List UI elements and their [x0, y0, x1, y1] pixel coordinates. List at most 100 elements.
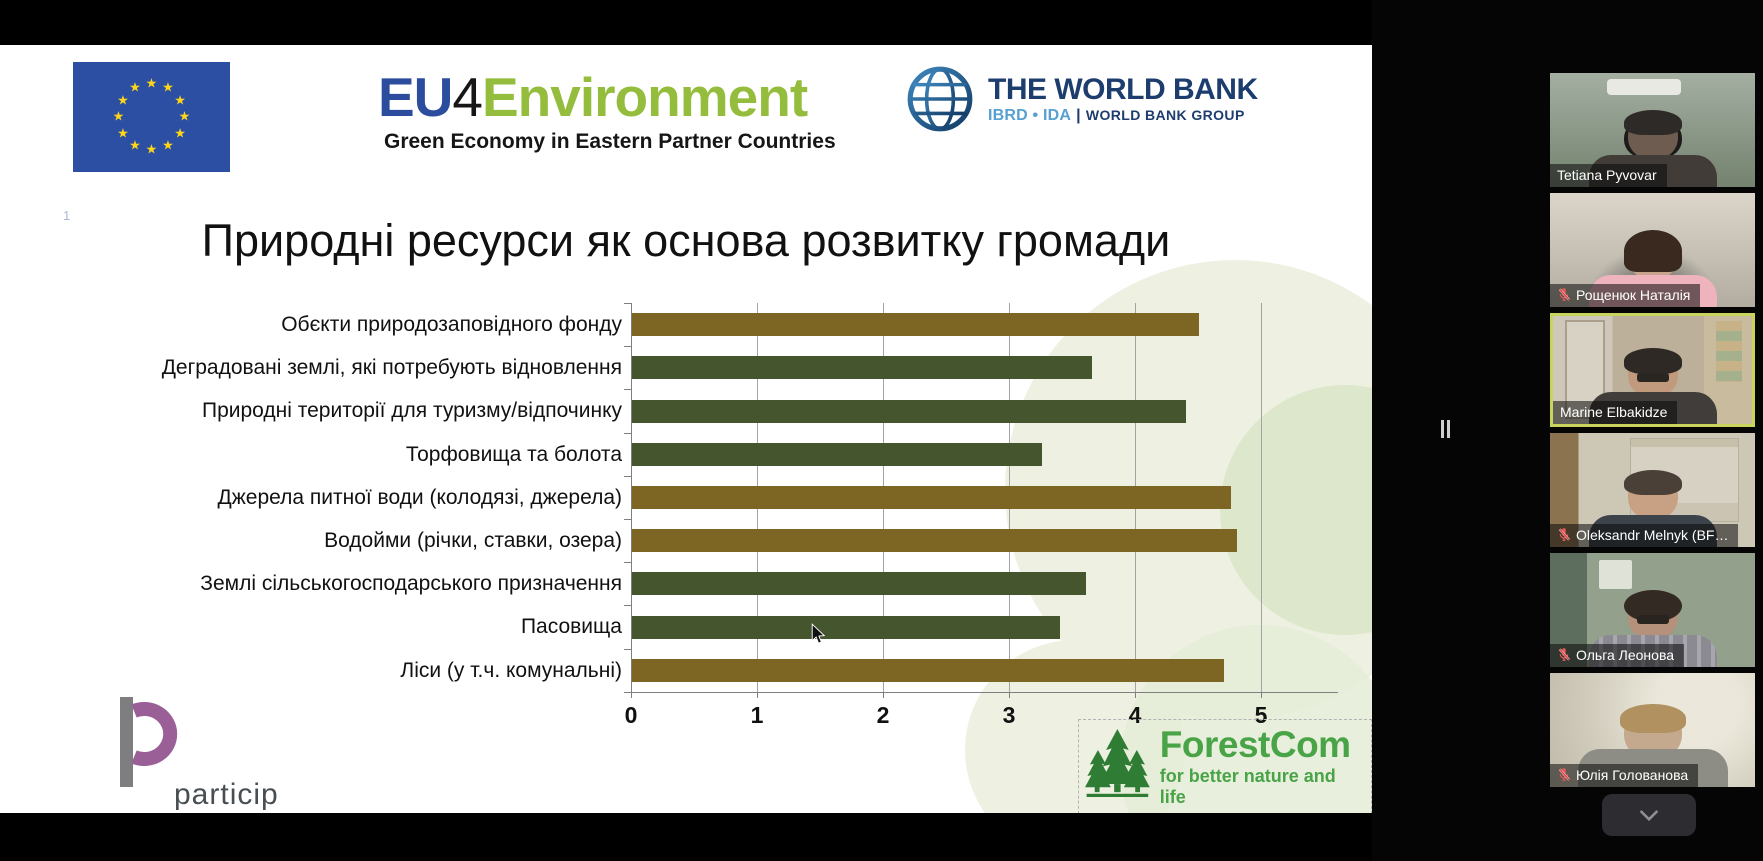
- chart-x-tick-label: 3: [1002, 702, 1016, 728]
- world-bank-globe-icon: [907, 66, 973, 132]
- eu-star-icon: ★: [162, 138, 174, 154]
- chart-axis-tick: [757, 691, 758, 698]
- eu-star-icon: ★: [145, 76, 158, 92]
- forestcom-tagline: for better nature and life: [1159, 765, 1336, 807]
- chevron-down-icon: [1640, 810, 1658, 822]
- eu-star-icon: ★: [145, 142, 158, 158]
- chart-axis-tick: [624, 562, 631, 564]
- muted-mic-icon: [1558, 648, 1570, 661]
- eu-star-icon: ★: [178, 109, 191, 125]
- category-label: Природні території для туризму/відпочинк…: [201, 399, 622, 423]
- eu-star-icon: ★: [117, 126, 129, 141]
- participant-avatar: [1619, 703, 1686, 760]
- world-bank-wordmark: THE WORLD BANK: [988, 73, 1258, 106]
- bar-4: [632, 442, 1042, 466]
- participant-avatar: [1623, 229, 1682, 280]
- eu-flag-stars: ★ ★ ★ ★ ★ ★ ★ ★ ★ ★ ★ ★: [73, 62, 230, 172]
- eu4environment-logo: EU4Environment Green Economy in Eastern …: [378, 66, 836, 154]
- chart-axis-tick: [624, 691, 631, 693]
- eu-star-icon: ★: [129, 80, 141, 96]
- eu4environment-wordmark: EU4Environment: [378, 66, 808, 128]
- participant-name: Oleksandr Melnyk (BF…: [1576, 527, 1729, 543]
- participant-tile[interactable]: Oleksandr Melnyk (BF…: [1550, 433, 1755, 547]
- chart-axis-tick: [624, 648, 631, 650]
- muted-mic-icon: [1558, 288, 1570, 301]
- forestcom-trees-icon: [1085, 728, 1150, 798]
- bar-3: [632, 399, 1186, 423]
- participant-avatar: [1623, 109, 1682, 160]
- bar-2: [632, 356, 1092, 380]
- bar-8: [632, 615, 1060, 639]
- participant-tile[interactable]: Юлія Голованова: [1550, 673, 1755, 787]
- stray-mark: 1: [63, 208, 71, 223]
- chart-gridline: [1261, 303, 1262, 692]
- mouse-cursor: [810, 623, 826, 650]
- chart-axis-tick: [624, 475, 631, 477]
- participant-name: Tetiana Pyvovar: [1557, 167, 1657, 183]
- participant-tile[interactable]: Рощенюк Наталія: [1550, 193, 1755, 307]
- chart-axis-tick: [624, 432, 631, 434]
- forestcom-logo: ForestCom for better nature and life: [1078, 719, 1372, 813]
- participant-name: Ольга Леонова: [1576, 647, 1675, 663]
- chart-category-axis: [631, 303, 632, 693]
- slide-title: Природні ресурси як основа розвитку гром…: [201, 215, 1171, 266]
- forestcom-wordmark: ForestCom: [1159, 724, 1351, 765]
- chart-axis-tick: [624, 519, 631, 520]
- muted-mic-icon: [1558, 768, 1570, 781]
- shared-presentation-slide: ★ ★ ★ ★ ★ ★ ★ ★ ★ ★ ★ ★ EU4Environment Green Econom…: [0, 45, 1372, 813]
- eu-flag-logo: ★ ★ ★ ★ ★ ★ ★ ★ ★ ★ ★ ★: [73, 62, 230, 172]
- chart-axis-tick: [1009, 691, 1010, 698]
- bar-6: [632, 529, 1237, 553]
- eu-star-icon: ★: [174, 126, 186, 141]
- particip-wordmark: particip: [174, 778, 279, 811]
- participant-name: Рощенюк Наталія: [1576, 287, 1691, 303]
- chart-x-tick-label: 2: [876, 702, 890, 728]
- participant-nameplate: Marine Elbakidze: [1553, 401, 1678, 424]
- muted-mic-icon: [1558, 528, 1570, 541]
- category-label: Деградовані землі, які потребують віднов…: [161, 356, 622, 380]
- collapse-gallery-button[interactable]: [1602, 794, 1696, 836]
- category-label: Ліси (у т.ч. комунальні): [400, 658, 622, 682]
- chart-axis-tick: [883, 691, 884, 698]
- particip-p-icon: [120, 697, 178, 787]
- participant-nameplate: Юлія Голованова: [1550, 764, 1699, 787]
- chart-x-tick-label: 5: [1254, 702, 1268, 728]
- category-label: Торфовища та болота: [405, 442, 622, 466]
- participant-tile[interactable]: Tetiana Pyvovar: [1550, 73, 1755, 187]
- chart-value-axis: [624, 692, 1338, 693]
- bar-9: [632, 658, 1224, 682]
- participant-tile[interactable]: Marine Elbakidze: [1550, 313, 1755, 427]
- eu-star-icon: ★: [174, 93, 186, 108]
- category-label: Пасовища: [520, 615, 622, 639]
- bar-5: [632, 485, 1231, 509]
- chart-axis-tick: [631, 691, 632, 698]
- chart-axis-tick: [624, 303, 631, 304]
- category-label: Обєкти природозаповідного фонду: [281, 313, 622, 336]
- participant-nameplate: Tetiana Pyvovar: [1550, 164, 1667, 187]
- chart-axis-tick: [624, 389, 631, 391]
- chart-x-tick-label: 4: [1128, 702, 1142, 728]
- participant-avatar: [1623, 348, 1682, 399]
- chart-axis-tick: [1261, 691, 1262, 698]
- participant-avatar: [1623, 469, 1682, 520]
- bar-1: [632, 313, 1199, 337]
- eu-star-icon: ★: [117, 93, 129, 108]
- participant-tile[interactable]: Ольга Леонова: [1550, 553, 1755, 667]
- bar-7: [632, 572, 1086, 596]
- chart-x-tick-label: 0: [624, 702, 638, 728]
- participant-nameplate: Рощенюк Наталія: [1550, 284, 1701, 307]
- chart-axis-tick: [1135, 691, 1136, 698]
- chart-axis-tick: [624, 346, 631, 348]
- category-label: Землі сільськогосподарського призначення: [200, 572, 622, 596]
- participant-nameplate: Ольга Леонова: [1550, 644, 1685, 667]
- eu-star-icon: ★: [162, 80, 174, 96]
- chart-x-tick-label: 1: [750, 702, 764, 728]
- eu4environment-tagline: Green Economy in Eastern Partner Countri…: [384, 129, 836, 153]
- panel-resize-handle[interactable]: [1441, 420, 1451, 438]
- eu-star-icon: ★: [112, 109, 125, 125]
- category-label: Джерела питної води (колодязі, джерела): [217, 485, 623, 509]
- world-bank-logo: THE WORLD BANK IBRD • IDA | WORLD BANK GRO…: [903, 62, 1258, 136]
- eu-star-icon: ★: [129, 138, 141, 154]
- chart-axis-tick: [624, 605, 631, 607]
